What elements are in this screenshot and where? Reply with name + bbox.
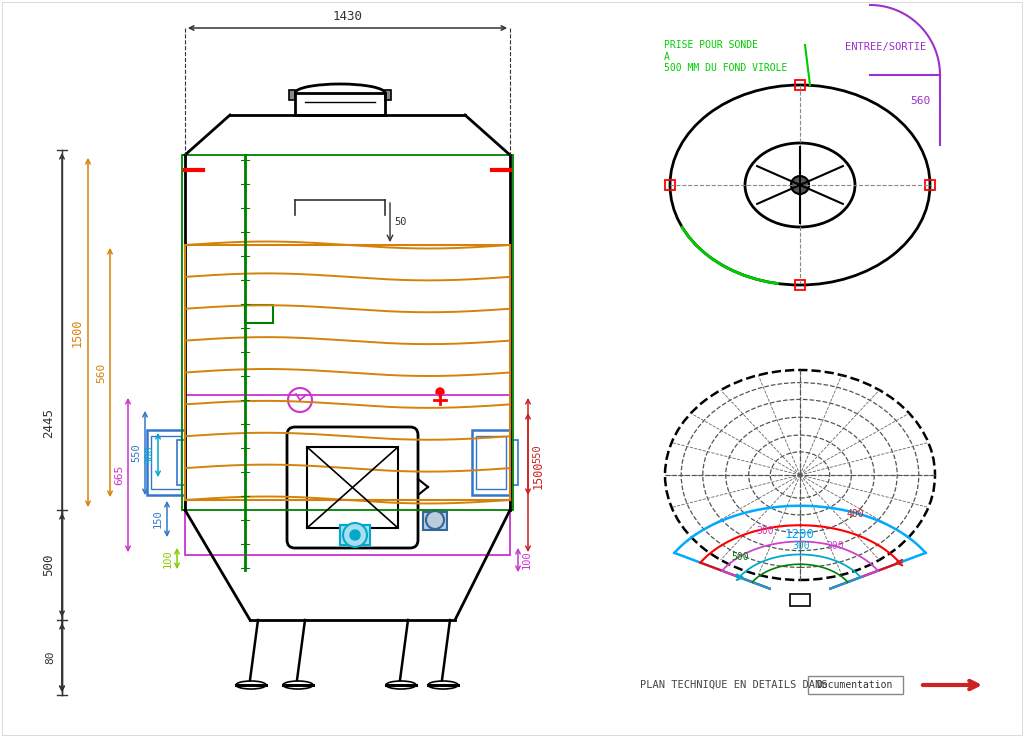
- Bar: [385, 90, 391, 100]
- Bar: [423, 512, 447, 530]
- Bar: [476, 436, 506, 489]
- Circle shape: [288, 388, 312, 412]
- Text: 100: 100: [163, 549, 173, 568]
- Bar: [151, 436, 181, 489]
- Circle shape: [343, 523, 367, 547]
- Bar: [665, 180, 675, 190]
- Bar: [510, 440, 518, 485]
- Text: 100: 100: [522, 551, 532, 570]
- Circle shape: [791, 176, 809, 194]
- Text: 500: 500: [731, 552, 749, 562]
- Text: 560: 560: [96, 363, 106, 383]
- Text: 550: 550: [532, 444, 542, 464]
- Text: 500: 500: [42, 553, 55, 576]
- Text: ENTREE/SORTIE: ENTREE/SORTIE: [845, 42, 927, 52]
- Text: 80: 80: [45, 651, 55, 664]
- Bar: [790, 594, 810, 606]
- Bar: [185, 395, 510, 555]
- Text: 1430: 1430: [333, 10, 362, 23]
- Text: Documentation: Documentation: [817, 680, 893, 690]
- Text: 1200: 1200: [785, 528, 815, 541]
- Bar: [307, 447, 398, 528]
- Text: 550: 550: [131, 444, 141, 462]
- Bar: [925, 180, 935, 190]
- Circle shape: [436, 388, 444, 396]
- Bar: [795, 280, 805, 290]
- Text: 150: 150: [153, 509, 163, 528]
- Text: 1500: 1500: [532, 461, 545, 489]
- Text: 560: 560: [910, 96, 930, 106]
- Text: 665: 665: [114, 465, 124, 485]
- Text: 300: 300: [792, 541, 810, 551]
- Text: PRISE POUR SONDE
A
500 MM DU FOND VIROLE: PRISE POUR SONDE A 500 MM DU FOND VIROLE: [664, 40, 787, 73]
- Text: 1500: 1500: [71, 318, 84, 346]
- Bar: [289, 90, 295, 100]
- Text: 50: 50: [394, 217, 407, 227]
- Text: 300: 300: [756, 526, 774, 537]
- Bar: [182, 155, 513, 510]
- Text: 300: 300: [144, 446, 154, 464]
- Bar: [808, 676, 903, 694]
- Circle shape: [350, 530, 360, 540]
- Text: 2445: 2445: [42, 408, 55, 438]
- Bar: [245, 305, 273, 323]
- Bar: [177, 440, 185, 485]
- Bar: [147, 430, 185, 495]
- Text: PLAN TECHNIQUE EN DETAILS DANS: PLAN TECHNIQUE EN DETAILS DANS: [640, 680, 827, 690]
- Text: 300: 300: [826, 541, 844, 551]
- Bar: [472, 430, 510, 495]
- Text: 400: 400: [846, 509, 864, 519]
- Bar: [795, 80, 805, 90]
- Circle shape: [426, 511, 444, 529]
- Bar: [340, 525, 370, 545]
